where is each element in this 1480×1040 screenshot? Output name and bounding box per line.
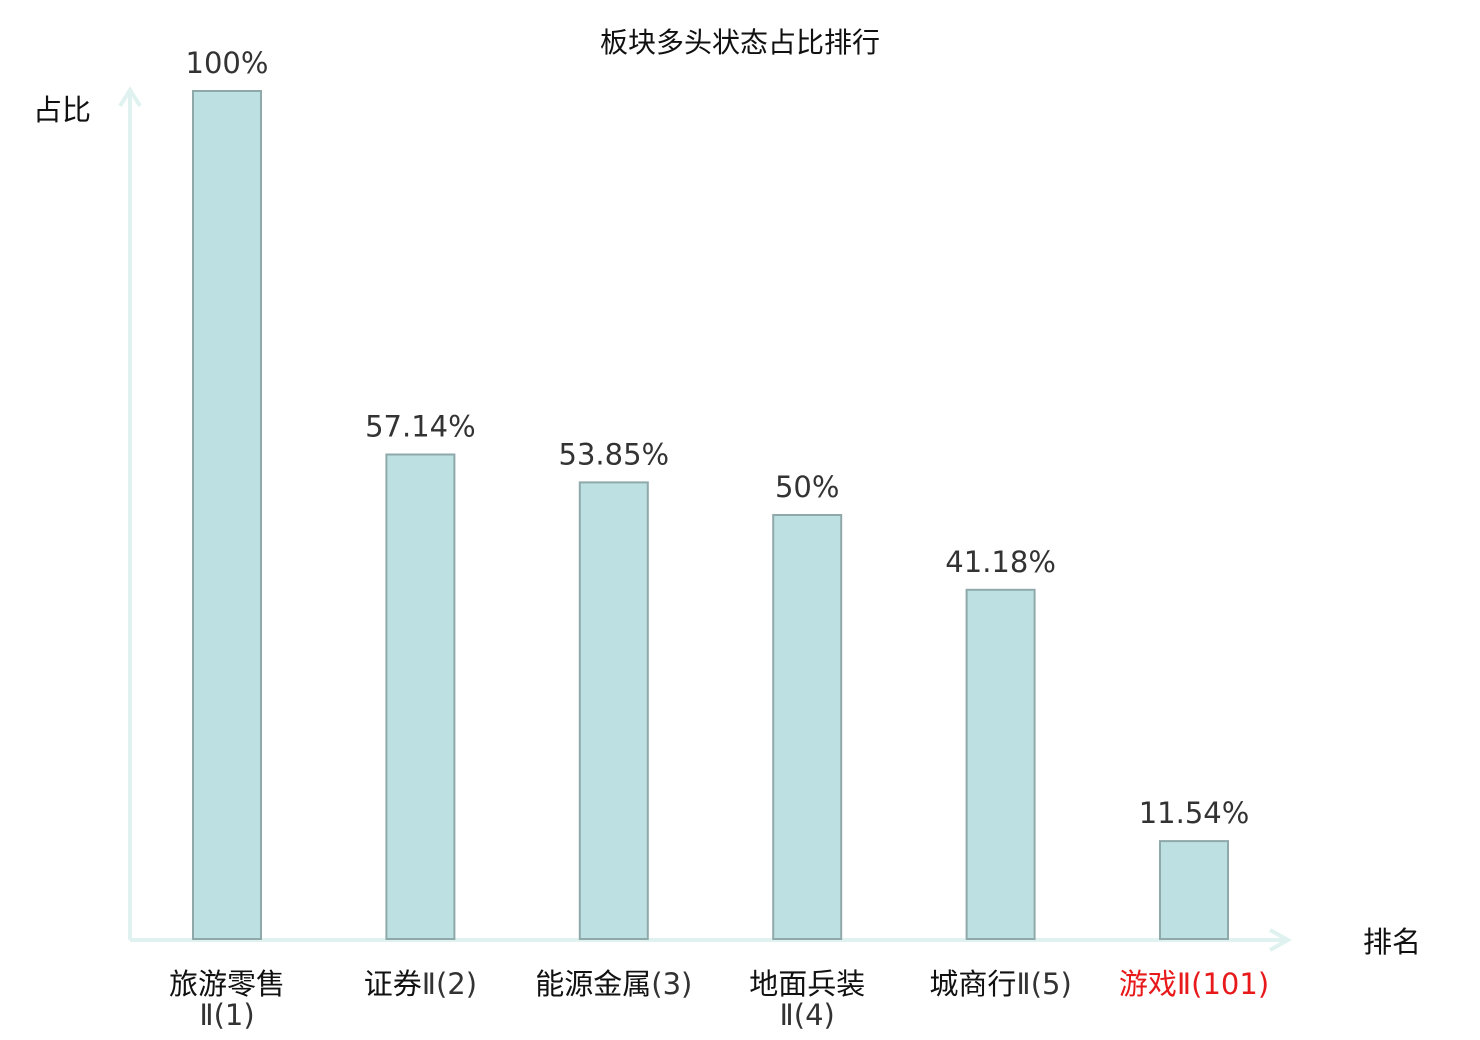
category-label: 城商行Ⅱ(5) — [929, 967, 1071, 1001]
bar — [965, 588, 1036, 940]
value-labels: 100% 57.14% 53.85% 50% 41.18% 11.54% — [186, 46, 1250, 830]
bar — [578, 481, 649, 940]
bar-series — [192, 90, 1229, 940]
category-label: 地面兵装 — [749, 967, 865, 1001]
bar-value-label: 11.54% — [1139, 796, 1250, 830]
category-rank-label: Ⅱ(101) — [1177, 967, 1269, 1001]
category-name: 能源金属 — [535, 967, 651, 1001]
category-rank-label: Ⅱ(1) — [199, 998, 254, 1032]
category-label: 游戏Ⅱ(101) — [1119, 967, 1269, 1001]
bar-value-label: 57.14% — [365, 410, 476, 444]
bar-value-label: 53.85% — [559, 437, 670, 471]
y-axis-label: 占比 — [33, 93, 91, 127]
bar-value-label: 100% — [186, 46, 269, 80]
category-label: 旅游零售 — [169, 967, 285, 1001]
x-axis-label: 排名 — [1363, 925, 1421, 959]
category-rank-label: (3) — [651, 967, 692, 1001]
bar-value-label: 41.18% — [945, 545, 1056, 579]
category-rank-label: Ⅱ(4) — [780, 998, 835, 1032]
category-label: 能源金属(3) — [535, 967, 692, 1001]
category-name: 城商行 — [929, 967, 1016, 1001]
chart-title: 板块多头状态占比排行 — [600, 26, 880, 59]
axes — [118, 86, 1293, 952]
category-rank-label: Ⅱ(2) — [422, 967, 477, 1001]
category-name: 游戏 — [1119, 967, 1177, 1001]
category-rank-label: Ⅱ(5) — [1016, 967, 1071, 1001]
bar-value-label: 50% — [775, 470, 839, 504]
bar — [1159, 840, 1229, 940]
category-name: 证券 — [364, 967, 422, 1001]
bar — [385, 453, 456, 940]
x-axis-arrowhead — [1269, 928, 1293, 952]
category-label: 证券Ⅱ(2) — [364, 967, 477, 1001]
bar — [772, 514, 843, 940]
bar — [192, 90, 262, 940]
y-axis-arrowhead — [118, 86, 142, 108]
